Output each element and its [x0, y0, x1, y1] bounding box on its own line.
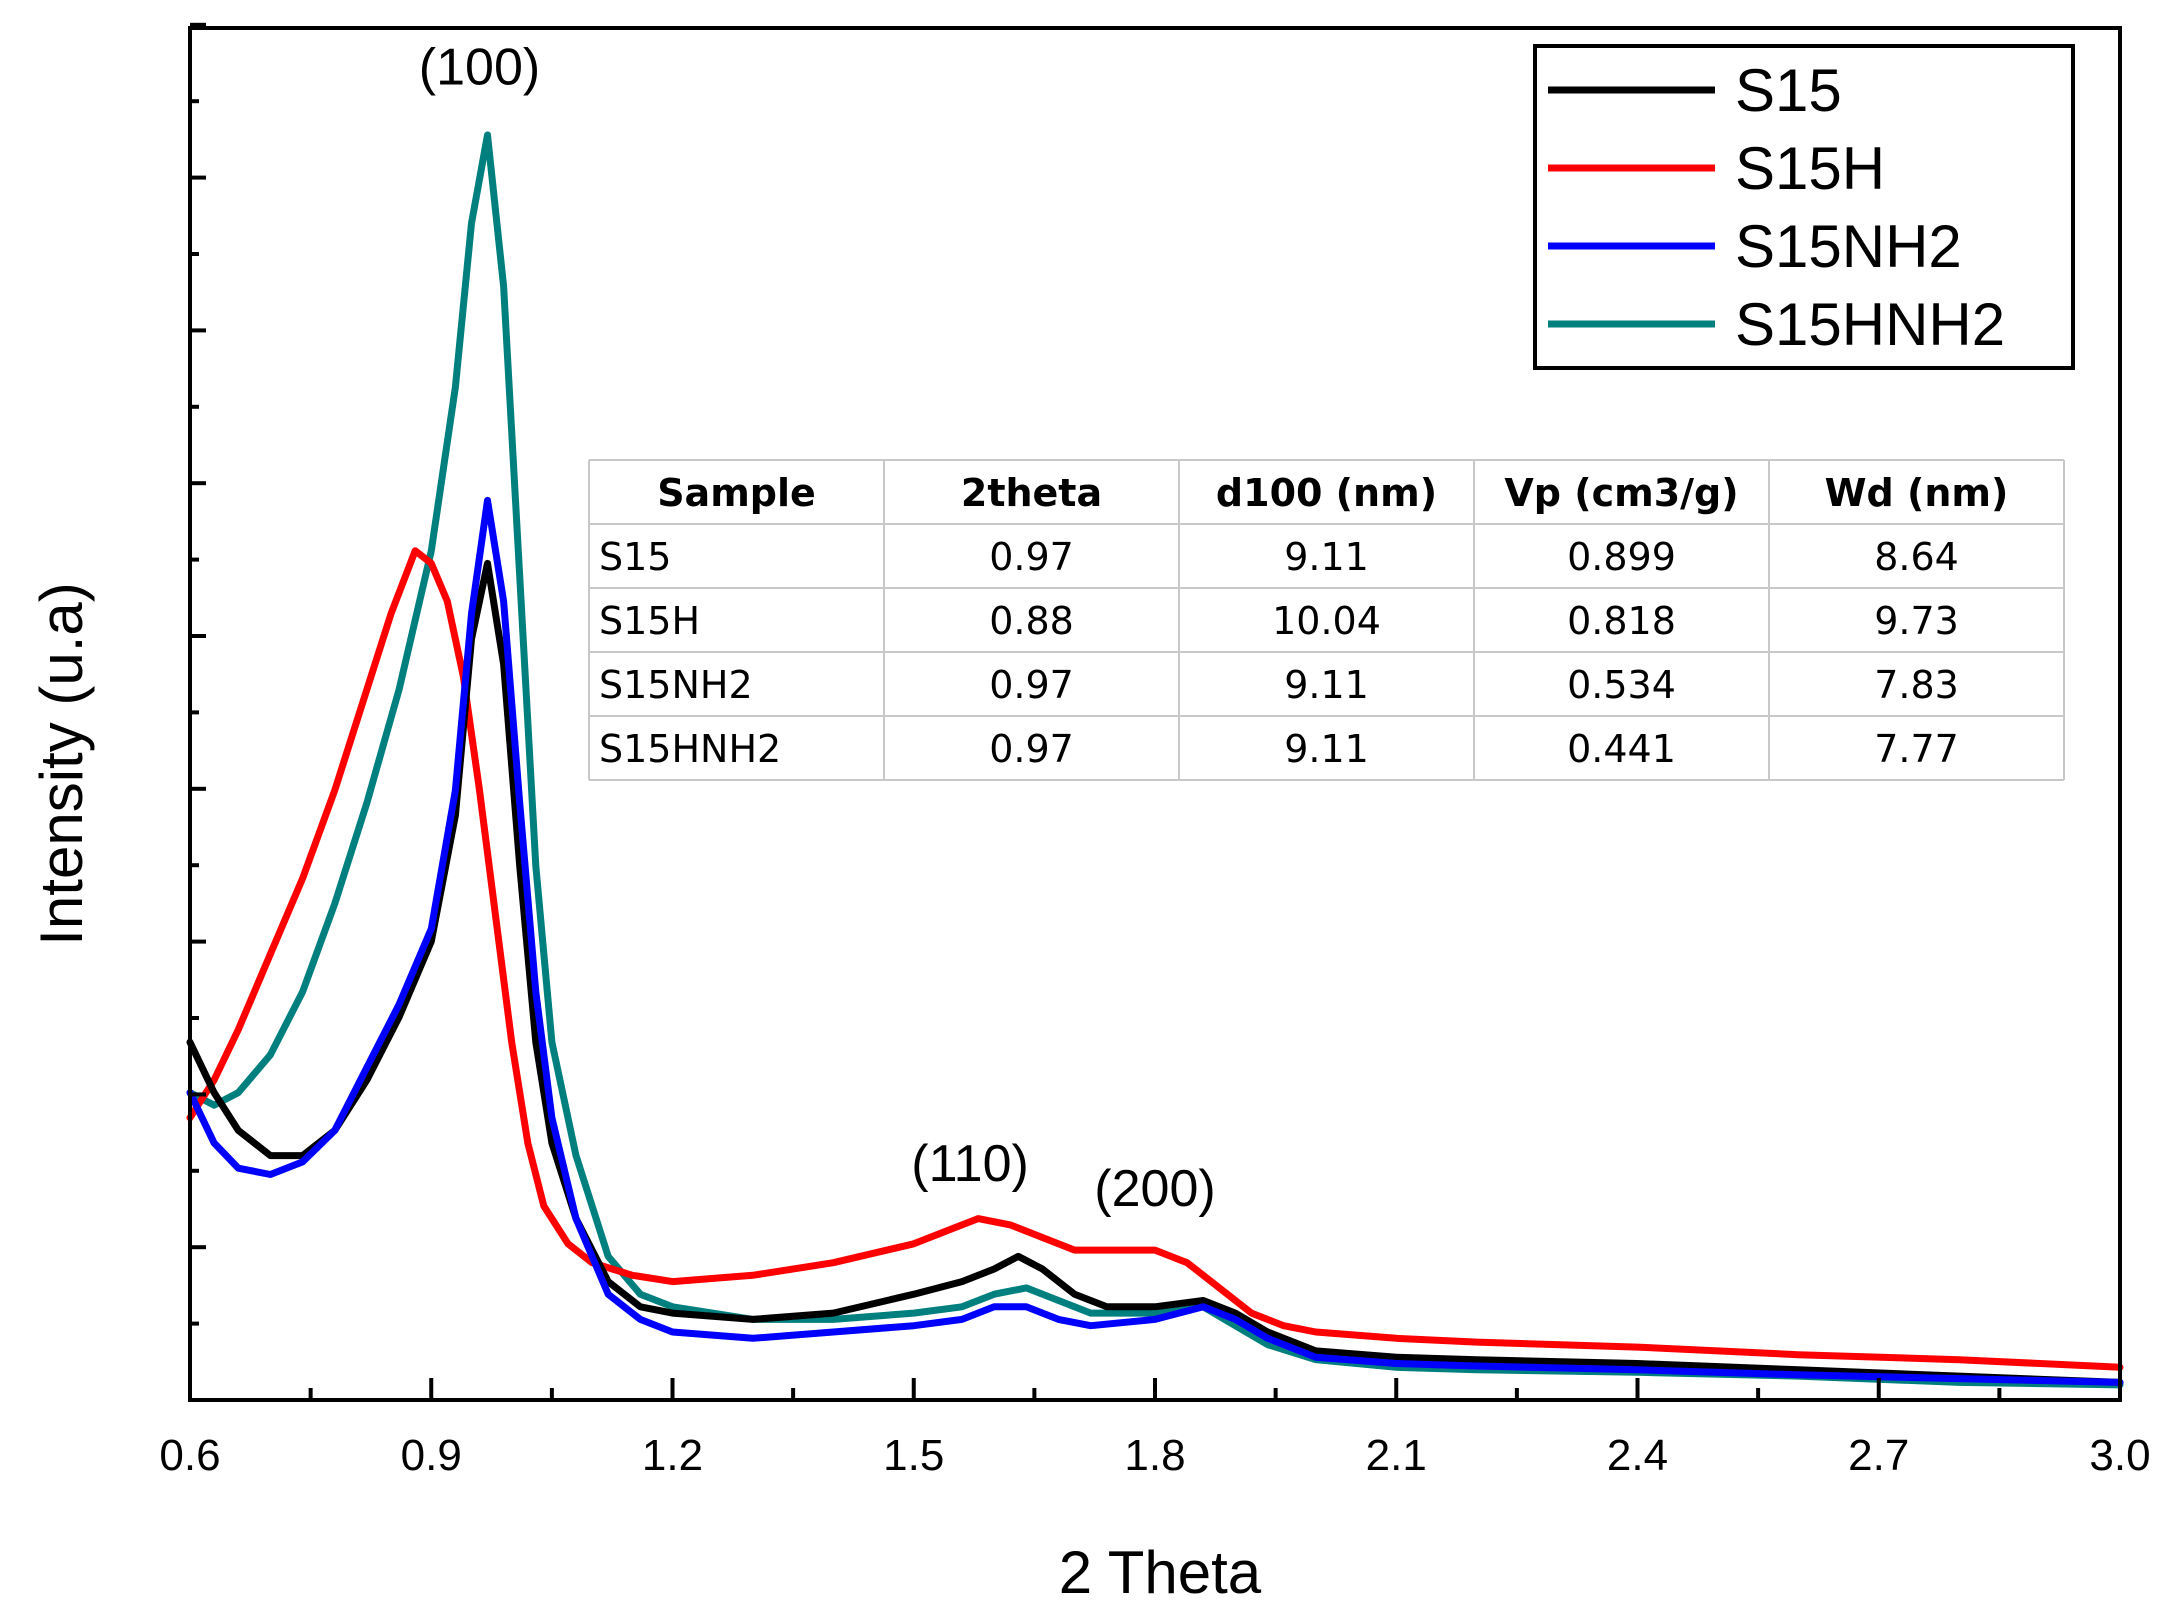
table-cell: S15 [599, 535, 671, 579]
table-cell: 0.97 [989, 535, 1074, 579]
peak-label: (110) [911, 1135, 1029, 1193]
table-cell: 0.441 [1567, 727, 1676, 771]
legend-label-s15h: S15H [1735, 135, 1885, 202]
table-cell: 0.97 [989, 663, 1074, 707]
table-cell: 9.11 [1284, 535, 1369, 579]
peak-label: (100) [419, 39, 540, 97]
legend-label-s15hnh2: S15HNH2 [1735, 291, 2005, 358]
table-cell: 9.11 [1284, 663, 1369, 707]
x-axis-title: 2 Theta [1059, 1539, 1262, 1606]
legend-box [1533, 44, 2075, 370]
table-cell: 7.83 [1874, 663, 1959, 707]
table-cell: 0.97 [989, 727, 1074, 771]
table-cell: S15NH2 [599, 663, 753, 707]
table-cell: 0.899 [1567, 535, 1676, 579]
table-header-cell: Sample [657, 471, 816, 515]
table-cell: 9.73 [1874, 599, 1959, 643]
x-tick-label: 2.1 [1366, 1431, 1427, 1480]
legend-label-s15: S15 [1735, 57, 1842, 124]
series-line-s15h [186, 547, 2124, 1371]
table-background [589, 460, 2064, 780]
table-cell: 9.11 [1284, 727, 1369, 771]
x-tick-label: 3.0 [2089, 1431, 2150, 1480]
series-line-s15hnh2 [186, 131, 2124, 1389]
plot-lines [186, 131, 2124, 1389]
x-tick-label: 1.8 [1124, 1431, 1185, 1480]
table-cell: 0.88 [989, 599, 1074, 643]
x-tick-label: 1.2 [642, 1431, 703, 1480]
legend: S15 S15H S15NH2 S15HNH2 [1533, 44, 2075, 370]
table-cell: S15H [599, 599, 700, 643]
x-tick-label: 2.4 [1607, 1431, 1668, 1480]
x-tick-label: 0.9 [401, 1431, 462, 1480]
y-axis-title: Intensity (u.a) [28, 582, 95, 946]
table-cell: S15HNH2 [599, 727, 781, 771]
table-header-cell: d100 (nm) [1216, 471, 1437, 515]
table-header-cell: Wd (nm) [1825, 471, 2009, 515]
series-line-s15 [186, 559, 2124, 1386]
peak-label: (200) [1094, 1160, 1215, 1218]
x-tick-label: 0.6 [159, 1431, 220, 1480]
table-header-cell: 2theta [961, 471, 1102, 515]
table-cell: 0.534 [1567, 663, 1676, 707]
peak-annotations: (100) (110) (200) [419, 39, 1216, 1218]
table-cell: 0.818 [1567, 599, 1676, 643]
x-tick-labels: 0.6 0.9 1.2 1.5 1.8 2.1 2.4 2.7 3.0 [159, 1431, 2150, 1480]
axes [188, 22, 2122, 1402]
table-cell: 10.04 [1272, 599, 1381, 643]
data-table: Sample 2theta d100 (nm) Vp (cm3/g) Wd (nm) S1… [588, 459, 2065, 781]
table-cell: 7.77 [1874, 727, 1959, 771]
series-line-s15nh2 [186, 496, 2124, 1386]
table-header-cell: Vp (cm3/g) [1504, 471, 1738, 515]
x-tick-label: 2.7 [1848, 1431, 1909, 1480]
x-tick-label: 1.5 [883, 1431, 944, 1480]
legend-label-s15nh2: S15NH2 [1735, 213, 1962, 280]
table-cell: 8.64 [1874, 535, 1959, 579]
